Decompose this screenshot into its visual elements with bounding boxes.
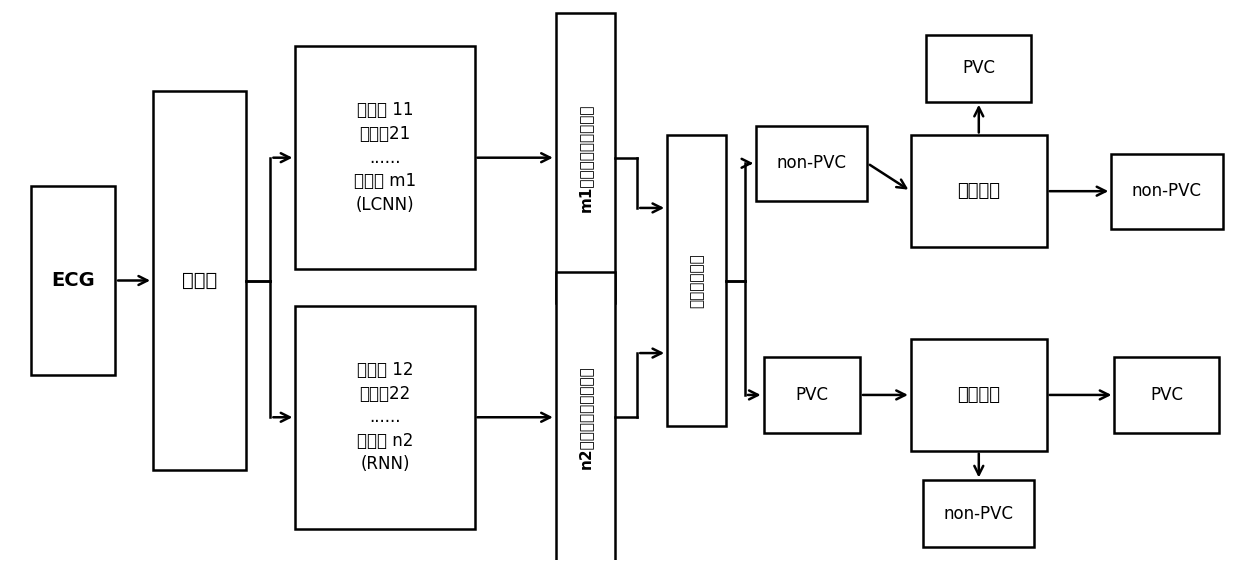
- Bar: [295, 46, 475, 269]
- Bar: [153, 91, 246, 470]
- Bar: [926, 35, 1032, 102]
- Text: PVC: PVC: [962, 59, 996, 77]
- Text: 预处理: 预处理: [182, 271, 217, 290]
- Text: PVC: PVC: [795, 386, 828, 404]
- Bar: [31, 186, 115, 375]
- Text: PVC: PVC: [1151, 386, 1183, 404]
- Bar: [1111, 154, 1223, 229]
- Bar: [556, 272, 615, 561]
- Text: 最终融合结果: 最终融合结果: [689, 253, 704, 308]
- Text: n2个分类结果融合决策: n2个分类结果融合决策: [578, 365, 593, 469]
- Bar: [910, 339, 1047, 450]
- Text: 分类器 12
分类器22
......
分类器 n2
(RNN): 分类器 12 分类器22 ...... 分类器 n2 (RNN): [357, 361, 413, 473]
- Bar: [756, 126, 868, 201]
- Bar: [556, 12, 615, 303]
- Bar: [1115, 357, 1219, 433]
- Text: non-PVC: non-PVC: [1132, 182, 1202, 200]
- Text: 诊断规则: 诊断规则: [957, 182, 1001, 200]
- Text: 分类器 11
分类器21
......
分类器 m1
(LCNN): 分类器 11 分类器21 ...... 分类器 m1 (LCNN): [353, 102, 415, 214]
- Text: non-PVC: non-PVC: [776, 154, 847, 172]
- Text: ECG: ECG: [51, 271, 95, 290]
- Bar: [910, 135, 1047, 247]
- Bar: [295, 306, 475, 529]
- Bar: [667, 135, 727, 426]
- Text: non-PVC: non-PVC: [944, 505, 1014, 523]
- Bar: [764, 357, 861, 433]
- Bar: [923, 480, 1034, 548]
- Text: m1个分类结果融合决策: m1个分类结果融合决策: [578, 103, 593, 212]
- Text: 诊断规则: 诊断规则: [957, 386, 1001, 404]
